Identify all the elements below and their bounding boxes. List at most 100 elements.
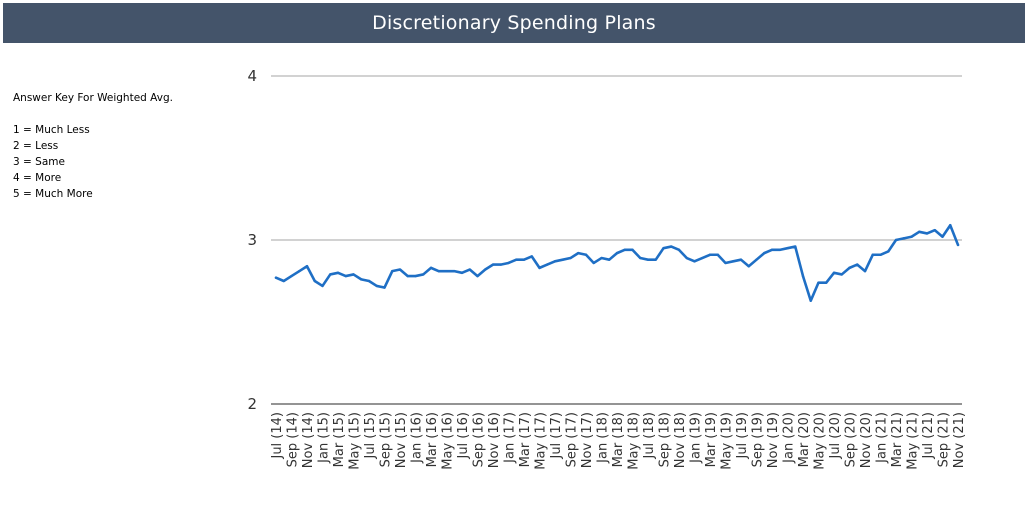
x-tick-label: Jul (18) — [642, 412, 657, 460]
x-tick-label: Mar (21) — [890, 412, 905, 467]
data-point — [685, 256, 688, 260]
x-tick-label: Nov (20) — [859, 412, 874, 468]
x-tick-label: Jan (16) — [410, 412, 425, 464]
answer-key-item: 3 = Same — [13, 156, 65, 168]
answer-key-item: 2 = Less — [13, 140, 59, 152]
data-point — [383, 286, 386, 289]
data-point — [887, 250, 890, 253]
data-point — [631, 248, 634, 252]
data-point — [484, 268, 487, 271]
data-point — [770, 248, 774, 252]
data-point — [282, 279, 285, 283]
x-tick-label: Sep (16) — [472, 412, 487, 467]
x-tick-label: May (16) — [441, 412, 456, 470]
data-point — [848, 266, 851, 270]
data-point — [305, 265, 309, 268]
data-point — [561, 258, 564, 261]
data-point — [352, 273, 355, 276]
y-tick-label: 4 — [247, 67, 257, 85]
data-point — [863, 269, 867, 273]
data-point — [949, 224, 952, 227]
data-point — [856, 263, 859, 266]
x-tick-label: May (19) — [720, 412, 735, 470]
x-tick-label: Jul (17) — [549, 412, 564, 460]
data-point — [670, 245, 673, 248]
data-point — [445, 269, 448, 273]
data-point — [507, 261, 510, 265]
data-point — [654, 258, 657, 261]
x-tick-label: Jan (19) — [689, 412, 704, 464]
x-tick-label: Nov (17) — [580, 412, 595, 468]
data-point — [422, 273, 425, 276]
data-point — [623, 248, 626, 252]
data-point — [662, 247, 665, 250]
data-point — [592, 261, 595, 265]
data-point — [468, 268, 471, 271]
data-point — [398, 268, 402, 271]
data-point — [693, 260, 696, 263]
data-point — [453, 269, 456, 273]
data-point — [910, 235, 913, 238]
x-tick-label: Jul (16) — [456, 412, 471, 460]
data-point — [956, 243, 960, 247]
series-layer — [274, 223, 960, 302]
x-tick-label: May (17) — [534, 412, 549, 470]
data-point — [600, 256, 603, 260]
data-point — [344, 274, 347, 278]
data-point — [515, 258, 518, 261]
x-tick-label: Mar (18) — [611, 412, 626, 467]
data-point — [646, 258, 650, 261]
data-point — [871, 253, 874, 256]
data-point — [429, 266, 433, 270]
data-point — [491, 263, 495, 266]
data-point — [577, 251, 580, 255]
data-point — [608, 258, 611, 261]
data-point — [894, 238, 898, 242]
data-point — [499, 263, 502, 266]
x-tick-label: Mar (16) — [425, 412, 440, 467]
x-tick-label: May (20) — [813, 412, 828, 470]
x-tick-label: Jul (20) — [828, 412, 843, 460]
data-point — [360, 278, 363, 281]
x-tick-label: Sep (19) — [751, 412, 766, 467]
x-tick-label: Sep (14) — [286, 412, 301, 467]
data-point — [724, 261, 727, 265]
x-tick-label: May (18) — [627, 412, 642, 470]
answer-key: Answer Key For Weighted Avg. 1 = Much Le… — [13, 90, 173, 202]
gridlines — [271, 75, 962, 405]
page-title: Discretionary Spending Plans — [372, 12, 656, 34]
y-axis-ticks: 2 3 4 — [247, 67, 257, 413]
data-point — [437, 269, 440, 273]
data-point — [375, 284, 378, 288]
data-point — [414, 274, 417, 278]
x-tick-label: Nov (18) — [673, 412, 688, 468]
y-tick-label: 3 — [247, 231, 257, 249]
data-point — [569, 256, 572, 260]
x-tick-label: Nov (19) — [766, 412, 781, 468]
data-point — [941, 235, 944, 238]
data-point — [329, 273, 332, 276]
x-tick-label: Nov (14) — [301, 412, 316, 468]
x-tick-label: Jul (14) — [270, 412, 285, 460]
data-point — [801, 274, 805, 278]
data-point — [879, 253, 882, 256]
x-tick-label: Mar (17) — [518, 412, 533, 467]
data-point — [546, 263, 549, 266]
answer-key-item: 4 = More — [13, 172, 62, 184]
data-point — [313, 279, 316, 283]
data-point — [615, 251, 619, 255]
data-point — [933, 228, 936, 232]
data-point — [290, 274, 293, 278]
x-tick-label: Mar (19) — [704, 412, 719, 467]
data-point — [476, 274, 479, 278]
x-tick-label: May (21) — [906, 412, 921, 470]
title-bar: Discretionary Spending Plans — [3, 3, 1025, 43]
data-point — [902, 237, 905, 240]
data-point — [274, 276, 278, 279]
x-tick-label: Sep (15) — [379, 412, 394, 467]
data-point — [763, 251, 766, 255]
answer-key-item: 1 = Much Less — [13, 124, 90, 136]
data-point — [794, 245, 797, 248]
data-point — [925, 232, 929, 235]
